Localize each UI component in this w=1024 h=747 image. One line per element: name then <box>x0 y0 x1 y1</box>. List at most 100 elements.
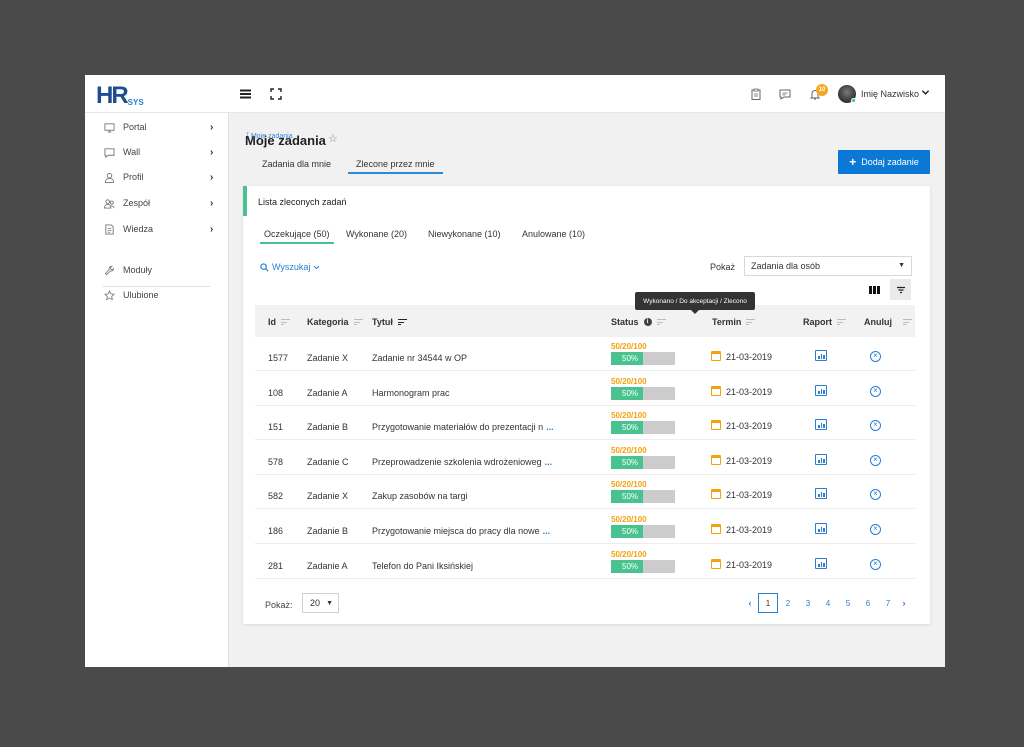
hrsys-logo[interactable]: HR SYS <box>96 83 144 108</box>
page-button[interactable]: 2 <box>785 598 791 608</box>
page-button[interactable]: 1 <box>758 593 778 613</box>
cell-title[interactable]: Zakup zasobów na targi <box>372 491 471 501</box>
user-name[interactable]: Imię Nazwisko <box>861 89 920 99</box>
report-chart-icon[interactable] <box>815 453 827 465</box>
cell-category: Zadanie B <box>307 422 349 433</box>
table-row[interactable]: 151 Zadanie B Przygotowanie materiałów do … <box>255 406 915 441</box>
sidebar-item-wall[interactable]: Wall › <box>85 143 229 161</box>
sidebar-item-wiedza[interactable]: Wiedza › <box>85 220 229 238</box>
favorite-star-icon[interactable]: ☆ <box>328 133 338 145</box>
header-id[interactable]: Id <box>268 317 290 327</box>
page-button[interactable]: 4 <box>825 598 831 608</box>
sort-active-icon <box>397 319 407 326</box>
page-button[interactable]: 6 <box>865 598 871 608</box>
menu-icon[interactable] <box>238 87 252 101</box>
columns-view-icon[interactable] <box>864 280 884 300</box>
table-row[interactable]: 186 Zadanie B Przygotowanie miejsca do pra… <box>255 510 915 544</box>
cancel-circle-icon[interactable]: × <box>870 351 881 362</box>
tab-anulowane[interactable]: Anulowane (10) <box>522 229 586 239</box>
tab-zadania-dla-mnie[interactable]: Zadania dla mnie <box>262 159 332 169</box>
tab-niewykonane[interactable]: Niewykonane (10) <box>428 229 501 239</box>
report-chart-icon[interactable] <box>815 488 827 500</box>
filter-icon[interactable] <box>890 279 911 300</box>
search-toggle[interactable]: Wyszukaj <box>260 262 320 272</box>
header-status[interactable]: Status i <box>611 317 666 327</box>
cancel-circle-icon[interactable]: × <box>870 454 881 466</box>
header-cancel[interactable]: Anuluj <box>864 317 912 327</box>
cell-title[interactable]: Harmonogram prac <box>372 388 453 398</box>
calendar-icon <box>711 524 721 534</box>
tab-zlecone-przez-mnie[interactable]: Zlecone przez mnie <box>348 159 443 174</box>
page-button[interactable]: 3 <box>805 598 811 608</box>
cancel-circle-icon[interactable]: × <box>870 420 881 432</box>
page-title: Moje zadania <box>245 133 326 148</box>
cell-title[interactable]: Przeprowadzenie szkolenia wdrożenioweg..… <box>372 457 552 467</box>
add-task-button[interactable]: + Dodaj zadanie <box>838 150 930 174</box>
more-link[interactable]: ... <box>546 422 554 433</box>
user-icon <box>104 172 115 183</box>
cancel-circle-icon[interactable]: × <box>870 385 881 397</box>
info-icon[interactable]: i <box>643 318 652 326</box>
chat-icon[interactable] <box>778 87 792 101</box>
sidebar-item-profil[interactable]: Profil › <box>85 168 229 186</box>
table-row[interactable]: 1577 Zadanie X Zadanie nr 34544 w OP 50/20/… <box>255 337 915 371</box>
report-chart-icon[interactable] <box>815 557 827 569</box>
tab-wykonane[interactable]: Wykonane (20) <box>346 229 407 239</box>
progress-label: 50% <box>622 457 639 467</box>
clipboard-icon[interactable] <box>749 87 763 101</box>
page-size-label: Pokaż: <box>265 600 293 610</box>
page-button[interactable]: 7 <box>885 598 891 608</box>
fullscreen-icon[interactable] <box>269 87 283 101</box>
monitor-icon <box>104 122 115 133</box>
page-size-select[interactable]: 20 ▼ <box>302 593 339 613</box>
cancel-circle-icon[interactable]: × <box>870 558 881 570</box>
sidebar-item-moduly[interactable]: Moduły <box>85 261 229 279</box>
cancel-circle-icon[interactable]: × <box>870 489 881 501</box>
cell-id: 281 <box>268 560 284 571</box>
show-select[interactable]: Zadania dla osób ▼ <box>744 256 912 276</box>
sidebar-item-ulubione[interactable]: Ulubione <box>85 286 229 304</box>
header-category[interactable]: Kategoria <box>307 317 363 327</box>
header-title[interactable]: Tytuł <box>372 317 407 327</box>
cell-title-text: Telefon do Pani Iksińskiej <box>372 560 474 571</box>
table-row[interactable]: 582 Zadanie X Zakup zasobów na targi 50/20/… <box>255 475 915 510</box>
chevron-right-icon: › <box>210 171 214 183</box>
sidebar-item-zespol[interactable]: Zespół › <box>85 194 229 212</box>
cell-title[interactable]: Przygotowanie miejsca do pracy dla nowe.… <box>372 526 550 536</box>
page-button[interactable]: 5 <box>845 598 851 608</box>
chevron-down-icon[interactable] <box>921 88 930 99</box>
header-report[interactable]: Raport <box>803 317 846 327</box>
team-icon <box>104 198 115 209</box>
next-page-button[interactable]: › <box>902 598 906 608</box>
report-chart-icon[interactable] <box>815 350 827 361</box>
header-deadline[interactable]: Termin <box>712 317 756 327</box>
top-bar: HR SYS 10 Imię Nazwisko <box>85 75 945 113</box>
table-row[interactable]: 108 Zadanie A Harmonogram prac 50/20/100 50%… <box>255 372 915 406</box>
prev-page-button[interactable]: ‹ <box>748 598 752 608</box>
report-chart-icon[interactable] <box>815 384 827 396</box>
cell-title[interactable]: Telefon do Pani Iksińskiej <box>372 561 476 571</box>
more-link[interactable]: ... <box>542 526 551 536</box>
progress-bar: 50% <box>611 525 675 538</box>
header-deadline-label: Termin <box>712 317 742 327</box>
sort-icon <box>281 319 290 325</box>
report-chart-icon[interactable] <box>815 523 827 534</box>
cancel-circle-icon[interactable]: × <box>870 524 881 535</box>
breadcrumb[interactable]: ᵀ Moje zadania <box>246 133 293 140</box>
tab-oczekujace[interactable]: Oczekujące (50) <box>260 229 334 244</box>
cell-title-text: Zadanie nr 34544 w OP <box>372 353 468 363</box>
header-report-label: Raport <box>803 317 832 327</box>
calendar-icon <box>711 385 721 396</box>
cell-deadline: 21-03-2019 <box>726 386 773 397</box>
table-row[interactable]: 281 Zadanie A Telefon do Pani Iksińskiej 50… <box>255 545 915 579</box>
sidebar-item-portal[interactable]: Portal › <box>85 118 229 136</box>
report-chart-icon[interactable] <box>815 419 827 431</box>
plus-icon: + <box>849 155 857 169</box>
progress-fill: 50% <box>611 352 643 365</box>
cell-title[interactable]: Przygotowanie materiałów do prezentacji … <box>372 422 554 432</box>
sidebar-item-label: Wiedza <box>123 224 154 234</box>
table-row[interactable]: 578 Zadanie C Przeprowadzenie szkolenia wd… <box>255 441 915 475</box>
more-link[interactable]: ... <box>544 456 553 467</box>
notification-badge: 10 <box>816 84 828 96</box>
cell-title[interactable]: Zadanie nr 34544 w OP <box>372 353 470 363</box>
